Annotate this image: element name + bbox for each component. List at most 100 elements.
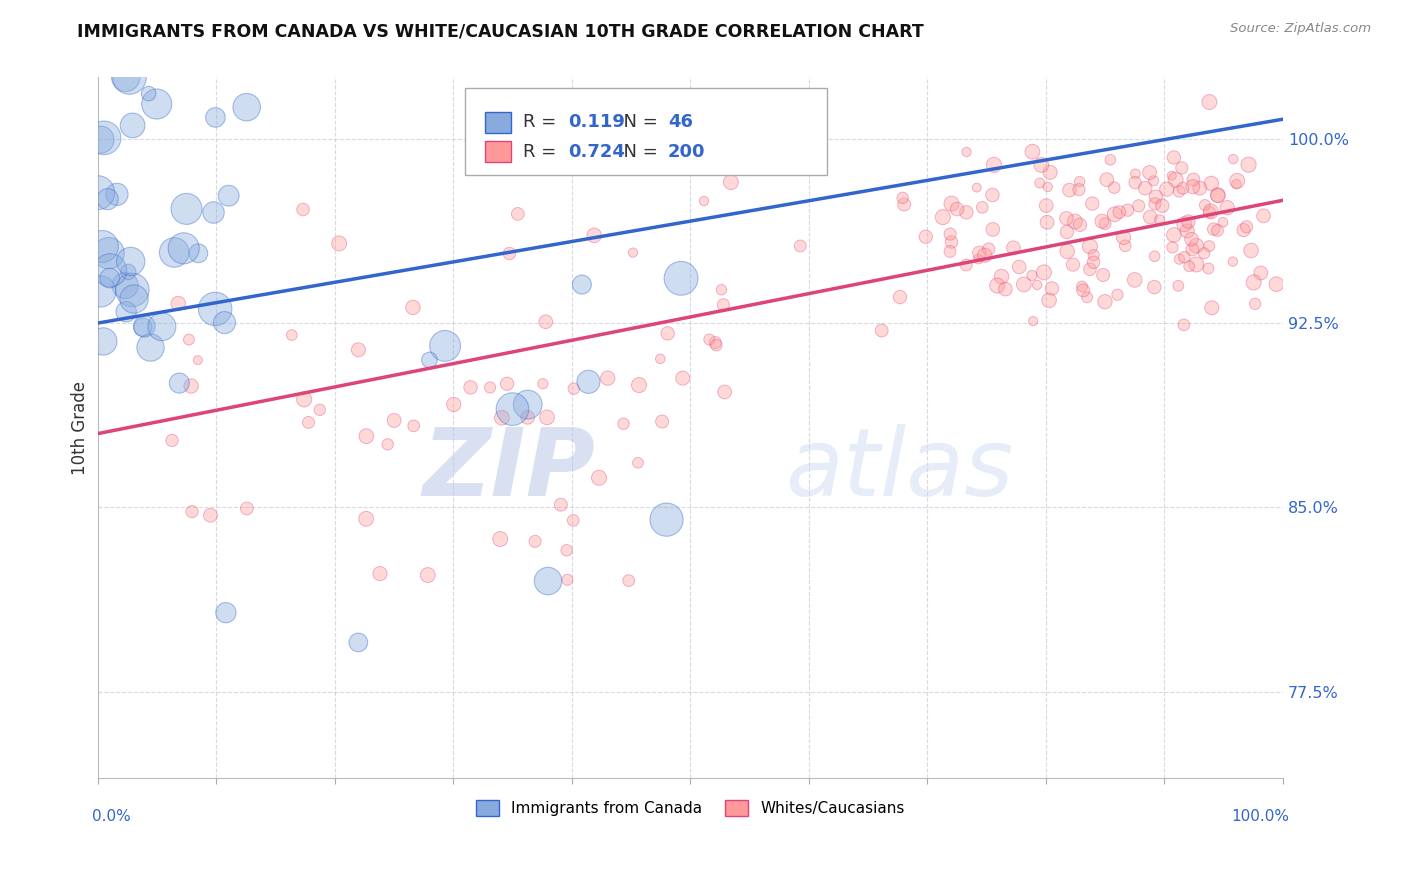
Point — [1173, 318, 1195, 332]
Point — [150, 319, 173, 334]
Point — [977, 242, 1000, 256]
Point — [1063, 214, 1085, 228]
Point — [1163, 151, 1185, 165]
Point — [1069, 218, 1091, 232]
Point — [218, 188, 240, 202]
Point — [501, 402, 523, 417]
Point — [596, 371, 619, 385]
Point — [1008, 260, 1031, 274]
Point — [1201, 177, 1223, 191]
Point — [1156, 182, 1178, 196]
Point — [1181, 243, 1204, 257]
Point — [1095, 172, 1118, 186]
Legend: Immigrants from Canada, Whites/Caucasians: Immigrants from Canada, Whites/Caucasian… — [470, 794, 911, 822]
Point — [308, 402, 330, 417]
Point — [402, 418, 425, 433]
Point — [1099, 153, 1122, 167]
Point — [1092, 268, 1115, 282]
Point — [1180, 232, 1202, 246]
Point — [1139, 165, 1161, 179]
Text: N =: N = — [612, 143, 664, 161]
Point — [1036, 215, 1059, 229]
Text: 200: 200 — [668, 143, 706, 161]
Point — [418, 353, 440, 368]
Point — [91, 239, 114, 253]
Point — [1206, 188, 1229, 202]
Point — [202, 205, 225, 219]
Point — [704, 338, 727, 352]
Point — [1171, 161, 1194, 175]
Point — [181, 505, 204, 519]
Point — [1237, 158, 1260, 172]
Point — [1253, 209, 1275, 223]
Point — [969, 246, 991, 260]
Point — [1078, 262, 1101, 277]
Point — [986, 278, 1008, 293]
Point — [983, 158, 1005, 172]
Point — [1108, 205, 1130, 219]
Point — [1216, 201, 1239, 215]
Point — [292, 392, 315, 407]
Point — [163, 245, 186, 260]
Point — [1192, 246, 1215, 260]
Point — [583, 228, 606, 243]
Point — [328, 236, 350, 251]
Point — [176, 202, 198, 216]
Point — [1133, 181, 1156, 195]
Point — [1112, 230, 1135, 244]
Point — [1139, 210, 1161, 224]
Point — [1198, 205, 1220, 219]
Point — [1038, 293, 1060, 308]
Point — [704, 335, 727, 350]
Point — [562, 382, 585, 396]
Point — [1031, 158, 1053, 172]
Point — [134, 319, 156, 334]
Point — [1160, 169, 1182, 183]
Point — [1116, 203, 1139, 218]
Point — [1168, 252, 1191, 267]
Point — [368, 566, 391, 581]
Point — [1104, 207, 1126, 221]
Point — [114, 278, 136, 293]
Point — [354, 512, 377, 526]
Point — [498, 246, 520, 260]
Point — [1012, 277, 1035, 292]
Point — [115, 305, 138, 319]
Point — [650, 351, 672, 366]
Text: R =: R = — [523, 143, 562, 161]
Point — [460, 380, 482, 394]
Point — [939, 227, 962, 241]
Point — [914, 229, 936, 244]
Point — [377, 437, 399, 451]
Point — [506, 207, 529, 221]
Point — [1265, 277, 1288, 292]
Point — [713, 384, 735, 399]
Point — [972, 200, 994, 214]
Point — [139, 341, 162, 355]
FancyBboxPatch shape — [465, 88, 827, 176]
Point — [1181, 179, 1204, 194]
Point — [1171, 181, 1194, 195]
Point — [236, 501, 259, 516]
Point — [955, 205, 977, 219]
Point — [434, 339, 457, 353]
Point — [1144, 189, 1167, 203]
FancyBboxPatch shape — [485, 141, 512, 162]
Point — [1054, 211, 1077, 226]
Point — [1107, 287, 1129, 301]
Point — [187, 246, 209, 260]
Point — [655, 513, 678, 527]
Y-axis label: 10th Grade: 10th Grade — [72, 381, 89, 475]
Point — [356, 429, 378, 443]
Point — [973, 248, 995, 262]
Point — [1152, 199, 1174, 213]
Point — [167, 296, 190, 310]
Point — [1071, 283, 1094, 297]
Point — [1143, 280, 1166, 294]
Point — [1194, 198, 1216, 212]
Point — [121, 119, 143, 133]
Point — [98, 263, 121, 277]
Point — [489, 532, 512, 546]
Point — [994, 282, 1017, 296]
Point — [710, 283, 733, 297]
